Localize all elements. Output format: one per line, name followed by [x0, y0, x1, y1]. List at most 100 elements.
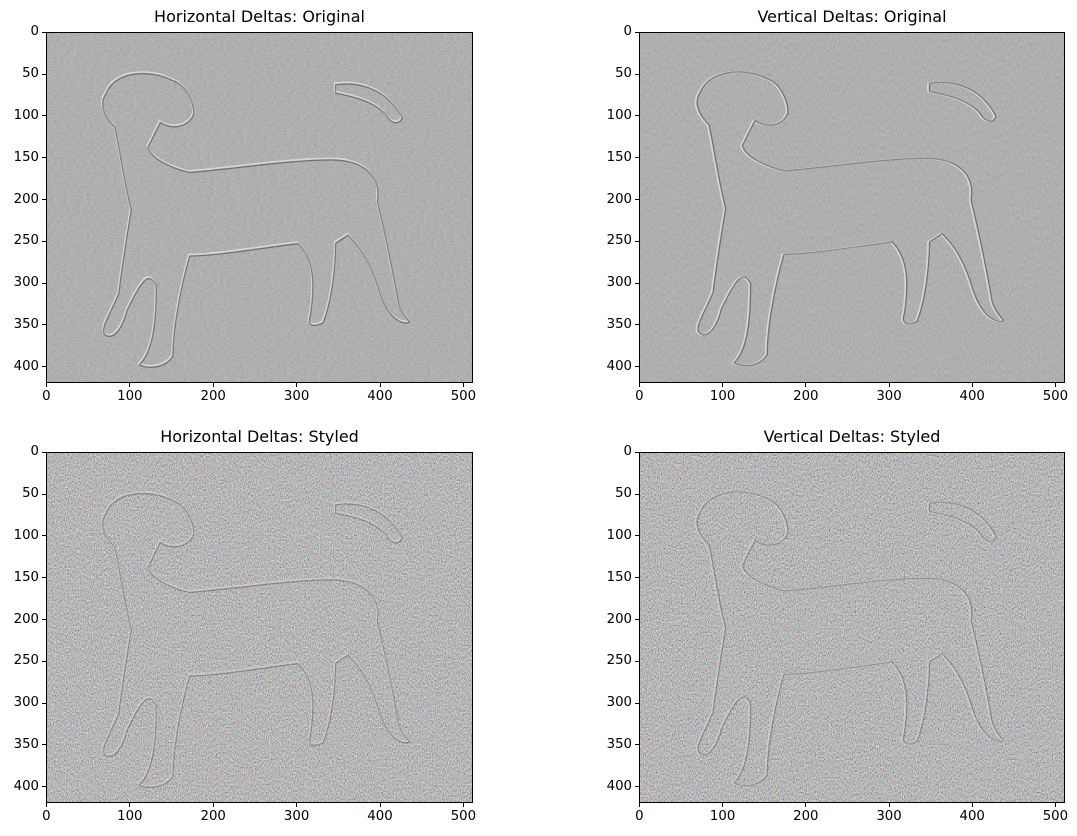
- y-tick-label: 200: [13, 611, 39, 627]
- dog-edge-highlight: [694, 491, 1003, 787]
- y-tick: [42, 157, 46, 159]
- y-tick: [635, 577, 639, 579]
- y-tick-label: 100: [13, 107, 39, 123]
- y-tick: [42, 577, 46, 579]
- y-tick-label: 250: [13, 653, 39, 669]
- y-tick-label: 400: [13, 358, 39, 374]
- subplot-title: Horizontal Deltas: Styled: [160, 427, 359, 446]
- x-tick: [1054, 383, 1056, 387]
- y-tick: [42, 451, 46, 453]
- y-tick-label: 300: [13, 275, 39, 291]
- y-tick-label: 50: [615, 66, 632, 82]
- y-tick-label: 350: [13, 316, 39, 332]
- y-tick-label: 100: [606, 527, 632, 543]
- image-color: [47, 453, 472, 802]
- y-tick: [635, 199, 639, 201]
- subplot-title: Horizontal Deltas: Original: [154, 7, 365, 26]
- x-tick-label: 500: [1042, 389, 1069, 404]
- y-tick: [635, 493, 639, 495]
- y-tick: [42, 199, 46, 201]
- x-tick: [971, 803, 973, 807]
- x-tick: [212, 383, 214, 387]
- y-tick: [635, 282, 639, 284]
- y-tick: [635, 702, 639, 704]
- x-tick: [1054, 803, 1056, 807]
- y-tick-label: 150: [13, 149, 39, 165]
- dog-edge-shadow: [696, 491, 1004, 787]
- x-tick: [971, 383, 973, 387]
- x-tick: [888, 383, 890, 387]
- y-tick-label: 300: [606, 695, 632, 711]
- x-tick-label: 500: [1042, 809, 1069, 824]
- y-tick-label: 400: [606, 778, 632, 794]
- x-tick-label: 0: [42, 809, 51, 824]
- y-tick: [635, 115, 639, 117]
- x-tick-label: 100: [117, 389, 143, 404]
- y-tick-label: 350: [606, 736, 632, 752]
- x-tick-label: 500: [450, 809, 477, 824]
- dog-edge-shadow: [102, 72, 410, 368]
- x-tick-label: 0: [635, 809, 644, 824]
- y-tick-label: 200: [606, 191, 632, 207]
- image-texture: [640, 453, 1064, 802]
- dog-edge-shadow: [102, 492, 410, 788]
- y-tick-label: 300: [606, 275, 632, 291]
- y-tick-label: 250: [13, 233, 39, 249]
- image-gray: [640, 33, 1064, 382]
- y-tick: [42, 493, 46, 495]
- y-tick: [42, 73, 46, 75]
- y-tick: [635, 786, 639, 788]
- image-texture: [47, 453, 472, 802]
- y-tick: [635, 451, 639, 453]
- x-tick-label: 200: [200, 389, 226, 404]
- x-tick: [379, 803, 381, 807]
- x-tick-label: 0: [42, 389, 51, 404]
- y-tick-label: 0: [623, 24, 632, 40]
- y-tick: [635, 157, 639, 159]
- x-tick-label: 300: [283, 809, 310, 824]
- dog-edge-highlight: [101, 71, 410, 367]
- image-texture: [47, 33, 472, 382]
- y-tick-label: 50: [22, 66, 39, 82]
- x-tick: [462, 383, 464, 387]
- y-tick: [42, 115, 46, 117]
- x-tick: [129, 383, 131, 387]
- y-tick-label: 350: [13, 736, 39, 752]
- x-tick: [296, 383, 298, 387]
- x-tick-label: 300: [876, 809, 902, 824]
- x-tick: [379, 383, 381, 387]
- image-texture: [640, 33, 1064, 382]
- image-color: [640, 453, 1064, 802]
- x-tick-label: 200: [200, 809, 226, 824]
- x-tick: [888, 803, 890, 807]
- x-tick: [296, 803, 298, 807]
- y-tick-label: 200: [13, 191, 39, 207]
- dog-edge-highlight: [101, 491, 410, 787]
- y-tick-label: 350: [606, 316, 632, 332]
- y-tick: [42, 619, 46, 621]
- y-tick: [42, 31, 46, 33]
- y-tick: [635, 31, 639, 33]
- x-tick-label: 500: [450, 389, 477, 404]
- x-tick: [638, 383, 640, 387]
- y-tick-label: 100: [13, 527, 39, 543]
- y-tick: [42, 240, 46, 242]
- x-tick: [129, 803, 131, 807]
- y-tick-label: 100: [606, 107, 632, 123]
- y-tick-label: 50: [22, 486, 39, 502]
- x-tick-label: 0: [635, 389, 644, 404]
- image-axes: [46, 452, 473, 803]
- subplot-title: Vertical Deltas: Original: [757, 7, 947, 26]
- image-axes: [639, 32, 1065, 383]
- x-tick: [462, 803, 464, 807]
- x-tick-label: 100: [709, 389, 736, 404]
- x-tick-label: 400: [959, 389, 985, 404]
- y-tick: [42, 660, 46, 662]
- y-tick: [635, 324, 639, 326]
- y-tick: [42, 744, 46, 746]
- x-tick: [45, 383, 47, 387]
- y-tick: [42, 366, 46, 368]
- dog-edge-shadow: [696, 71, 1004, 367]
- x-tick-label: 100: [709, 809, 736, 824]
- x-tick-label: 400: [367, 389, 393, 404]
